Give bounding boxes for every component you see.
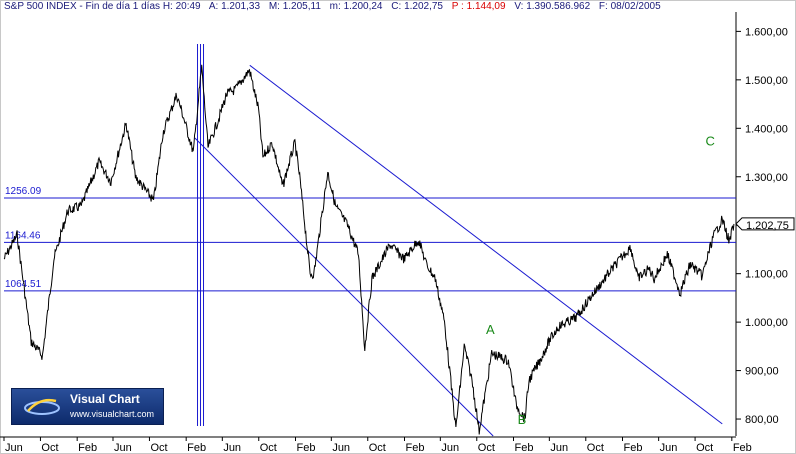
y-tick-label: 1.600,00	[745, 26, 788, 38]
v-value: 1.390.586.962	[526, 1, 591, 12]
x-tick-label: Feb	[187, 442, 206, 454]
x-tick-label: Feb	[296, 442, 315, 454]
min-label: m:	[329, 1, 341, 12]
x-tick-label: Oct	[369, 442, 386, 454]
y-tick-label: 1.500,00	[745, 75, 788, 87]
x-tick-label: Oct	[587, 442, 604, 454]
p-label: P :	[451, 1, 464, 12]
x-tick-label: Jun	[441, 442, 459, 454]
reference-line-label: 1256.09	[5, 186, 42, 197]
y-tick-label: 1.400,00	[745, 123, 788, 135]
wave-label: A	[486, 322, 495, 337]
symbol-name: S&P 500 INDEX	[4, 1, 77, 12]
a-label: A:	[208, 1, 219, 12]
last-value-marker	[735, 217, 795, 231]
x-tick-label: Jun	[660, 442, 678, 454]
x-tick-label: Jun	[332, 442, 350, 454]
x-tick-label: Jun	[550, 442, 568, 454]
quote-header: S&P 500 INDEX - Fin de día 1 días H: 20:…	[4, 1, 661, 12]
price-series-line	[3, 64, 735, 435]
y-tick-label: 800,00	[745, 414, 779, 426]
h-label: H:	[162, 1, 173, 12]
x-tick-label: Feb	[733, 442, 752, 454]
m-value: 1.205,11	[282, 1, 321, 12]
x-tick-label: Oct	[478, 442, 495, 454]
a-value: 1.201,33	[221, 1, 261, 12]
x-tick-label: Feb	[515, 442, 534, 454]
logo-swoosh-icon	[24, 398, 60, 415]
f-value: 08/02/2005	[610, 1, 661, 12]
x-tick-label: Feb	[624, 442, 643, 454]
x-tick-label: Oct	[150, 442, 167, 454]
y-tick-label: 1.300,00	[745, 172, 788, 184]
x-tick-label: Jun	[5, 442, 23, 454]
y-tick-label: 900,00	[745, 366, 779, 378]
x-tick-label: Feb	[78, 442, 97, 454]
wave-label: C	[706, 133, 715, 148]
y-tick-label: 1.000,00	[745, 317, 788, 329]
logo-name: Visual Chart	[70, 392, 140, 406]
reference-line-label: 1064.51	[5, 279, 42, 290]
visual-chart-logo: Visual Chart www.visualchart.com	[11, 388, 164, 425]
x-tick-label: Oct	[696, 442, 713, 454]
c-value: 1.202,75	[404, 1, 443, 12]
x-tick-label: Oct	[41, 442, 58, 454]
f-label: F:	[598, 1, 608, 12]
m-label: M:	[268, 1, 280, 12]
period-label: Fin de día 1 días	[85, 1, 161, 12]
last-value-label: 1.202,75	[746, 220, 789, 232]
trend-line	[194, 137, 494, 437]
x-tick-label: Feb	[405, 442, 424, 454]
c-label: C:	[391, 1, 402, 12]
y-tick-label: 1.100,00	[745, 269, 788, 281]
h-value: 20:49	[175, 1, 201, 12]
wave-label: B	[518, 412, 527, 427]
x-tick-label: Jun	[223, 442, 241, 454]
reference-line-label: 1164.46	[5, 230, 41, 241]
x-tick-label: Oct	[260, 442, 277, 454]
v-label: V:	[514, 1, 524, 12]
p-value: 1.144,09	[466, 1, 506, 12]
trend-line	[249, 64, 723, 425]
logo-url: www.visualchart.com	[70, 409, 155, 419]
x-tick-label: Jun	[114, 442, 132, 454]
min-value: 1.200,24	[343, 1, 383, 12]
